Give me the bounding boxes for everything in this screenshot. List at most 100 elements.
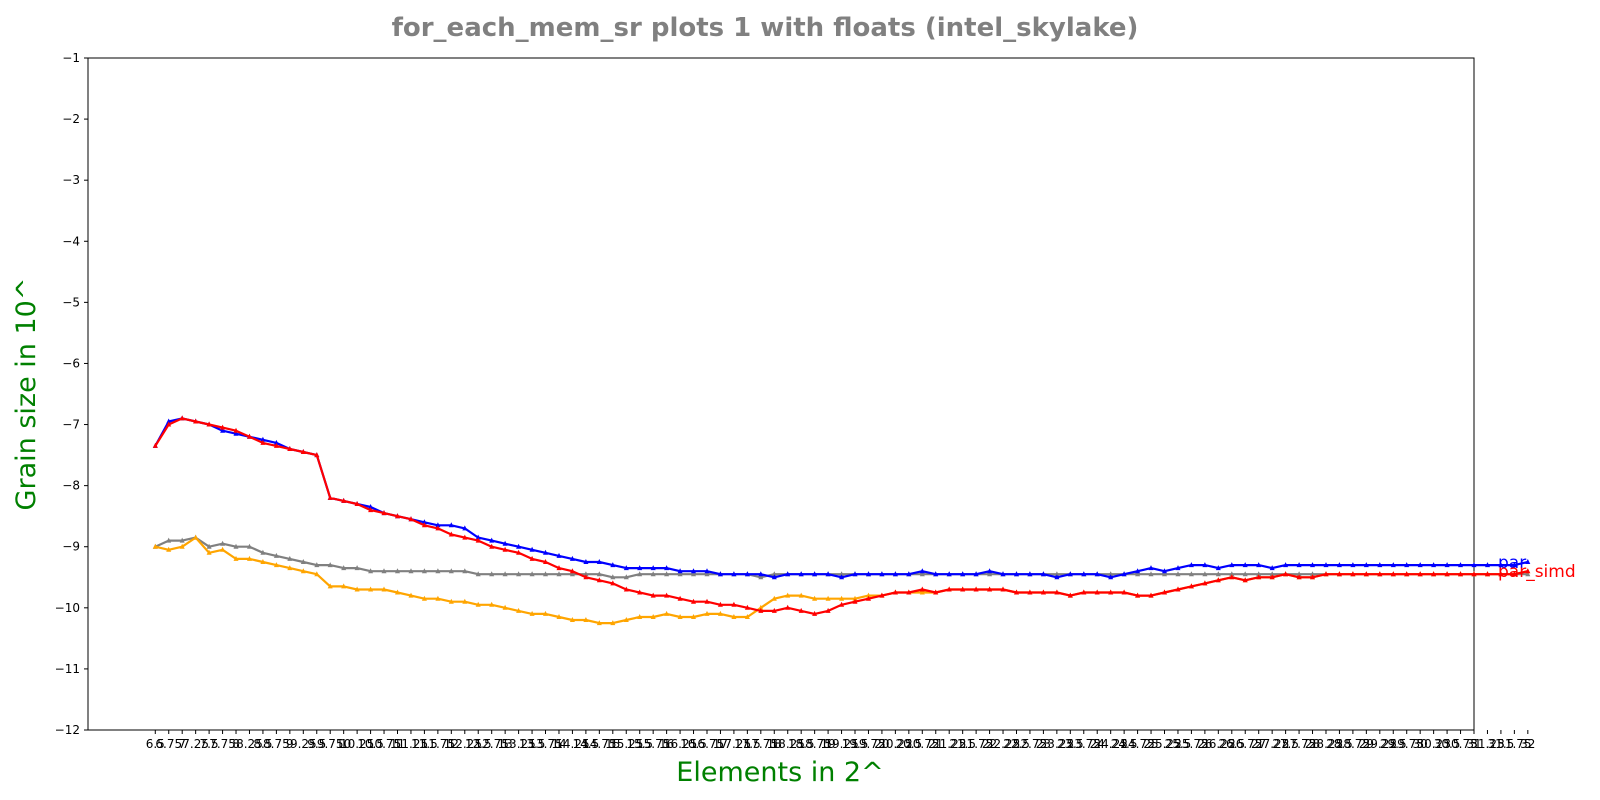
data-point xyxy=(677,595,683,601)
x-tick-label: 19.25 xyxy=(824,737,858,751)
x-tick-label: 28.5 xyxy=(1326,737,1353,751)
x-tick-label: 9.25 xyxy=(290,737,317,751)
data-point xyxy=(1014,589,1019,595)
data-point xyxy=(839,595,845,601)
data-point xyxy=(650,565,656,571)
x-tick-label: 17 xyxy=(713,737,728,751)
data-point xyxy=(1148,565,1154,571)
x-tick-label: 10.25 xyxy=(340,737,374,751)
data-point xyxy=(1511,571,1517,577)
data-point xyxy=(166,537,172,543)
data-point xyxy=(637,565,643,571)
x-tick-label: 21.5 xyxy=(949,737,976,751)
data-point xyxy=(758,607,764,613)
data-point xyxy=(1404,562,1410,568)
data-point xyxy=(543,610,548,616)
data-point xyxy=(1242,577,1248,583)
x-tick-label: 26.25 xyxy=(1201,737,1235,751)
data-point xyxy=(381,510,387,516)
x-tick-label: 11.75 xyxy=(421,737,455,751)
series-line xyxy=(154,417,1529,579)
data-point xyxy=(1323,571,1329,577)
data-point xyxy=(879,592,885,598)
data-point xyxy=(462,568,468,574)
data-point xyxy=(206,549,212,555)
data-point xyxy=(852,571,858,577)
data-point xyxy=(583,617,589,622)
data-point xyxy=(704,571,710,577)
data-point xyxy=(879,571,885,577)
data-point xyxy=(610,574,616,580)
data-point xyxy=(825,571,831,577)
data-point xyxy=(610,580,616,586)
data-point xyxy=(1094,589,1100,595)
data-point xyxy=(1014,571,1019,577)
data-point xyxy=(220,540,226,546)
x-tick-label: 22 xyxy=(982,737,997,751)
data-point xyxy=(987,568,993,574)
data-point xyxy=(1377,571,1383,577)
data-point xyxy=(1108,571,1114,577)
x-tick-label: 28 xyxy=(1305,737,1320,751)
data-point xyxy=(933,571,939,577)
data-point xyxy=(664,592,670,598)
x-tick-label: 18.75 xyxy=(797,737,831,751)
data-point xyxy=(798,571,804,577)
data-point xyxy=(758,574,764,580)
x-tick-label: 6.5 xyxy=(146,737,165,751)
data-point xyxy=(1256,574,1262,580)
data-point xyxy=(233,427,239,433)
x-tick-label: 30.5 xyxy=(1434,737,1461,751)
data-point xyxy=(1256,571,1262,577)
data-point xyxy=(569,555,575,561)
data-point xyxy=(179,415,185,421)
data-point xyxy=(1040,571,1046,577)
data-point xyxy=(1511,562,1517,568)
data-point xyxy=(233,543,239,549)
data-point xyxy=(1269,574,1275,580)
series-par xyxy=(152,415,1531,580)
x-tick-label: 12.25 xyxy=(448,737,482,751)
data-point xyxy=(462,534,468,540)
data-point xyxy=(1283,562,1289,568)
data-point xyxy=(1188,583,1194,589)
data-point xyxy=(462,525,468,531)
data-point xyxy=(1296,571,1302,577)
data-point xyxy=(596,571,602,577)
y-tick-label: −7 xyxy=(62,418,80,432)
data-point xyxy=(960,571,966,577)
x-tick-label: 29.25 xyxy=(1363,737,1397,751)
x-tick-label: 11.5 xyxy=(411,737,438,751)
data-point xyxy=(717,571,723,577)
data-point xyxy=(475,601,481,607)
x-tick-label: 24 xyxy=(1090,737,1105,751)
series-layer xyxy=(152,415,1531,626)
data-point xyxy=(1175,571,1181,577)
x-tick-label: 20.5 xyxy=(895,737,922,751)
y-axis: −1 −2 −3 −4 −5 −6 −7 −8 −9 −10 −11 −12 xyxy=(55,51,88,737)
data-point xyxy=(1054,571,1060,577)
x-tick-label: 29 xyxy=(1359,737,1374,751)
data-point xyxy=(1485,571,1490,577)
data-point xyxy=(1081,571,1087,577)
data-point xyxy=(623,617,629,622)
x-tick-label: 15.75 xyxy=(636,737,670,751)
data-point xyxy=(1363,571,1369,577)
data-point xyxy=(825,595,831,601)
x-tick-label: 11.25 xyxy=(394,737,428,751)
data-point xyxy=(771,574,777,580)
x-tick-label: 30.75 xyxy=(1443,737,1477,751)
x-tick-label: 25.25 xyxy=(1147,737,1181,751)
data-point xyxy=(919,568,925,574)
data-point xyxy=(1000,586,1006,592)
data-point xyxy=(1202,562,1208,568)
x-tick-label: 28.75 xyxy=(1336,737,1370,751)
data-point xyxy=(623,565,629,571)
data-point xyxy=(583,574,589,580)
series-unlabelled-2 xyxy=(152,534,1531,580)
y-tick-label: −8 xyxy=(62,479,80,493)
data-point xyxy=(1336,562,1342,568)
x-axis-label: Elements in 2^ xyxy=(676,757,883,788)
